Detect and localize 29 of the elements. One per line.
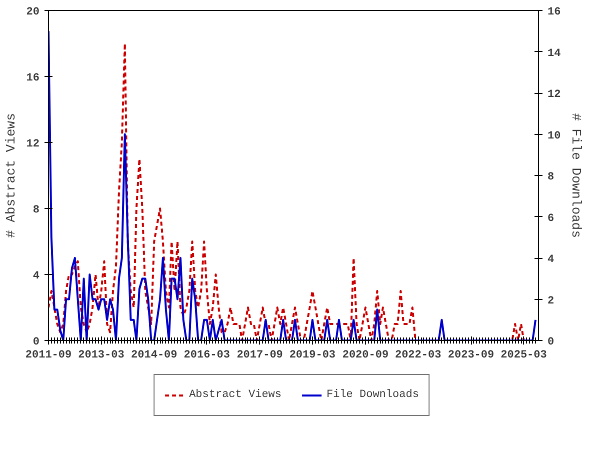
- y-tick-label: 8: [32, 204, 40, 216]
- x-tick-label: 2020-09: [342, 350, 389, 362]
- x-tick-label: 2017-09: [236, 350, 283, 362]
- y2-axis-title: # File Downloads: [568, 113, 584, 238]
- x-tick-label: 2013-03: [78, 350, 125, 362]
- y2-tick-label: 10: [548, 130, 561, 142]
- x-tick-label: 2011-09: [25, 350, 72, 362]
- y2-tick-label: 4: [548, 254, 554, 266]
- x-tick-label: 2014-09: [131, 350, 178, 362]
- y2-tick-label: 0: [548, 336, 554, 348]
- y-tick-label: 0: [32, 336, 40, 348]
- y2-tick-label: 16: [548, 6, 561, 18]
- y-tick-label: 20: [26, 6, 40, 18]
- y2-tick-label: 12: [548, 89, 561, 101]
- y2-tick-label: 8: [548, 172, 554, 184]
- y-axis-title: # Abstract Views: [3, 113, 18, 238]
- y-tick-label: 4: [32, 270, 40, 282]
- legend-label: File Downloads: [326, 389, 419, 401]
- x-tick-label: 2019-03: [289, 350, 336, 362]
- x-tick-label: 2023-09: [448, 350, 494, 362]
- y-tick-label: 12: [26, 138, 40, 150]
- y-tick-label: 16: [26, 72, 40, 84]
- y2-tick-label: 6: [548, 212, 554, 225]
- y2-tick-label: 14: [548, 48, 562, 60]
- x-tick-label: 2016-03: [184, 350, 230, 362]
- x-tick-label: 2025-03: [500, 350, 548, 362]
- x-tick-label: 2022-03: [394, 350, 442, 362]
- legend-label: Abstract Views: [189, 389, 282, 401]
- y2-tick-label: 2: [548, 295, 554, 308]
